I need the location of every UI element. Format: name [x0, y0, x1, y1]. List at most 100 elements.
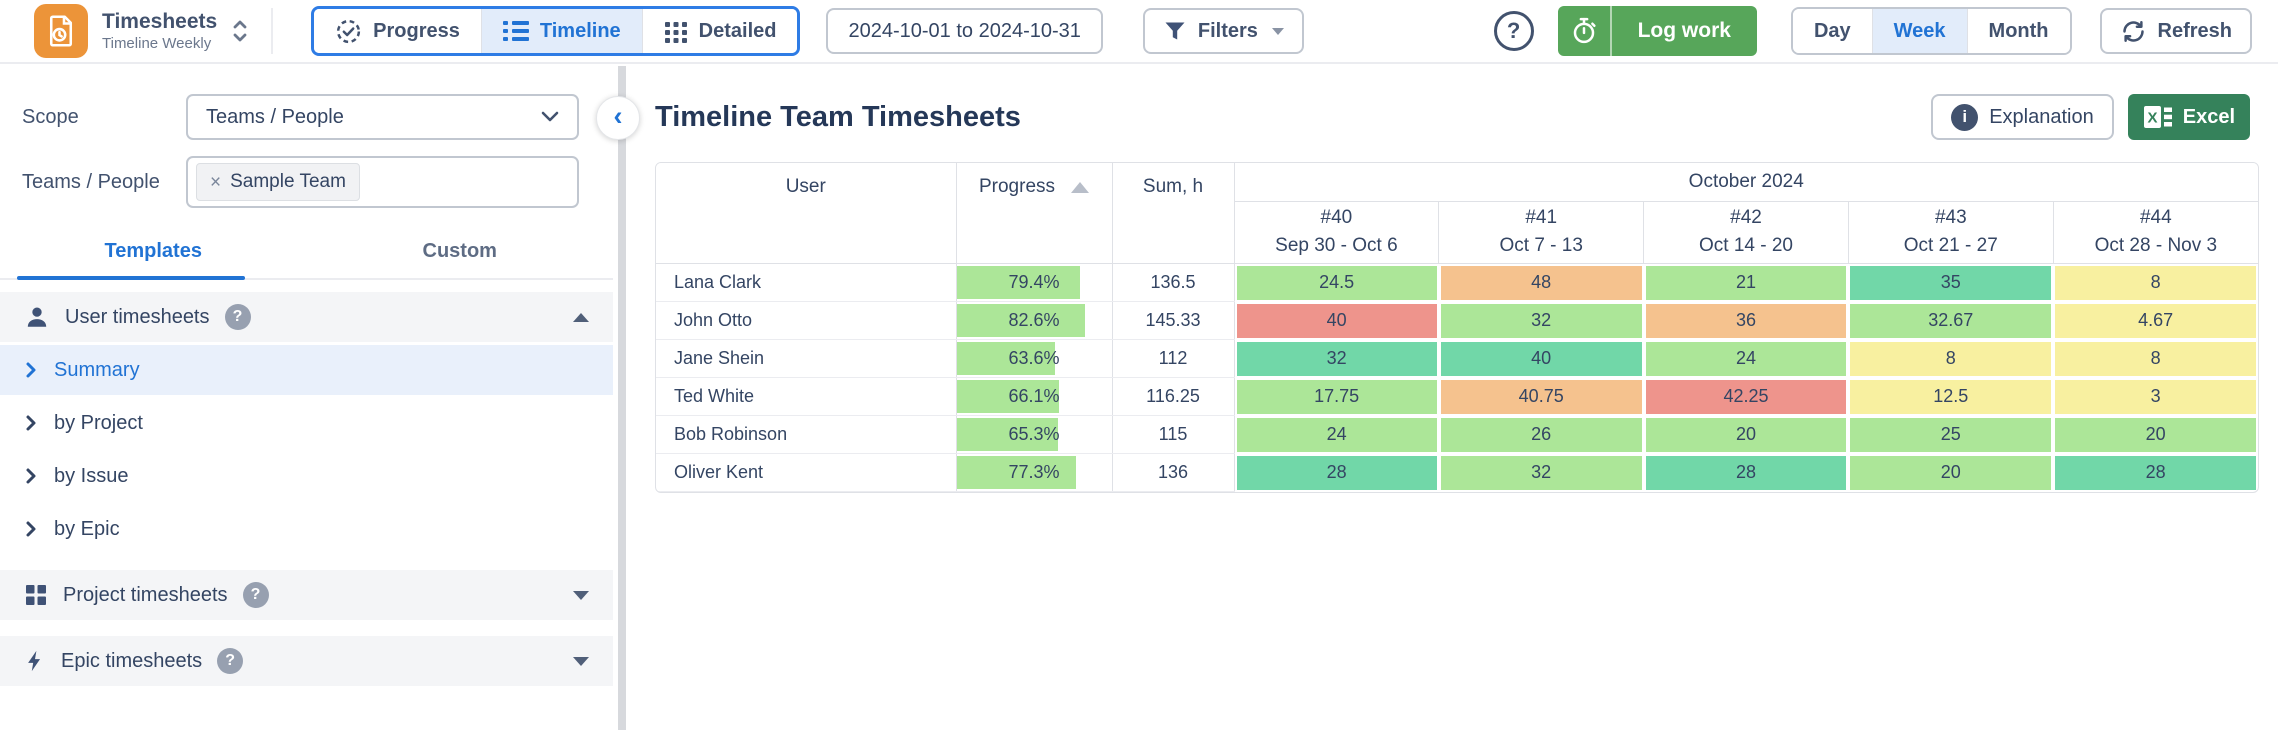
sidebar-scrollbar[interactable] [618, 66, 626, 730]
user-name-cell[interactable]: Ted White [656, 377, 957, 416]
hours-cell[interactable]: 26 [1440, 417, 1642, 452]
user-name-cell[interactable]: Lana Clark [656, 263, 957, 302]
week-number: #42 [1730, 207, 1762, 229]
progress-cell: 63.6% [956, 339, 1113, 378]
week-range: Sep 30 - Oct 6 [1275, 235, 1398, 256]
week-range: Oct 7 - 13 [1499, 235, 1583, 256]
table-row: Lana Clark 79.4% 136.5 24.5 48 21 35 8 [656, 263, 2258, 302]
hours-cell[interactable]: 32.67 [1850, 303, 2052, 338]
period-month-button[interactable]: Month [1966, 9, 2070, 53]
column-header-user[interactable]: User [656, 163, 957, 263]
hours-cell[interactable]: 42.25 [1645, 379, 1847, 414]
hours-cell[interactable]: 48 [1440, 265, 1642, 300]
hours-cell[interactable]: 25 [1850, 417, 2052, 452]
hours-cell[interactable]: 32 [1440, 455, 1642, 490]
period-day-button[interactable]: Day [1792, 9, 1872, 53]
hours-cell[interactable]: 8 [2055, 265, 2256, 300]
hours-cell[interactable]: 40 [1236, 303, 1437, 338]
sidebar-collapse-button[interactable]: ‹ [596, 96, 640, 140]
hours-cell[interactable]: 8 [1850, 341, 2052, 376]
sort-ascending-icon[interactable] [1071, 181, 1090, 193]
log-work-button[interactable]: Log work [1611, 6, 1757, 56]
sidebar-item-summary[interactable]: Summary [0, 345, 613, 395]
hours-cell[interactable]: 4.67 [2055, 303, 2256, 338]
excel-export-button[interactable]: X Excel [2127, 94, 2250, 140]
scope-select[interactable]: Teams / People [186, 94, 579, 140]
hours-cell[interactable]: 20 [2055, 417, 2256, 452]
sidebar-item-by-epic[interactable]: by Epic [0, 504, 613, 554]
progress-value: 63.6% [1008, 348, 1060, 368]
person-icon [24, 304, 50, 330]
help-badge-icon[interactable]: ? [224, 304, 251, 330]
column-header-sum[interactable]: Sum, h [1112, 163, 1235, 263]
hours-cell[interactable]: 28 [2055, 455, 2256, 490]
section-project-timesheets[interactable]: Project timesheets ? [0, 570, 613, 620]
user-name-cell[interactable]: Oliver Kent [656, 453, 957, 492]
hours-cell[interactable]: 40 [1440, 341, 1642, 376]
hours-cell[interactable]: 28 [1645, 455, 1847, 490]
hours-cell[interactable]: 17.75 [1236, 379, 1437, 414]
sum-cell: 112 [1112, 339, 1235, 378]
expand-section-icon[interactable] [573, 590, 589, 600]
sidebar-item-by-project[interactable]: by Project [0, 398, 613, 448]
hours-cell[interactable]: 20 [1645, 417, 1847, 452]
filters-button[interactable]: Filters [1142, 8, 1304, 54]
date-range-input[interactable]: 2024-10-01 to 2024-10-31 [826, 8, 1103, 54]
hours-cell[interactable]: 40.75 [1440, 379, 1642, 414]
sidebar-tabs: Templates Custom [0, 230, 613, 280]
hours-cell[interactable]: 20 [1850, 455, 2052, 490]
chevron-right-icon [25, 414, 37, 432]
help-badge-icon[interactable]: ? [217, 648, 244, 674]
hours-cell[interactable]: 32 [1440, 303, 1642, 338]
progress-value: 66.1% [1008, 386, 1060, 406]
hours-cell[interactable]: 36 [1645, 303, 1847, 338]
sidebar-item-label: Summary [54, 358, 140, 381]
hours-cell[interactable]: 3 [2055, 379, 2256, 414]
expand-section-icon[interactable] [573, 656, 589, 666]
tab-custom[interactable]: Custom [422, 240, 497, 262]
teams-people-input[interactable]: × Sample Team [186, 156, 579, 208]
user-name-cell[interactable]: Bob Robinson [656, 415, 957, 454]
sidebar-item-by-issue[interactable]: by Issue [0, 451, 613, 501]
hours-cell[interactable]: 24 [1645, 341, 1847, 376]
timer-stopwatch-icon[interactable] [1557, 6, 1612, 56]
teams-people-row: Teams / People × Sample Team [0, 156, 613, 208]
progress-bar [956, 304, 1085, 337]
collapse-section-icon[interactable] [573, 312, 589, 322]
user-name-cell[interactable]: John Otto [656, 301, 957, 340]
hours-cell[interactable]: 28 [1236, 455, 1437, 490]
period-week-button[interactable]: Week [1871, 9, 1967, 53]
help-badge-icon[interactable]: ? [242, 582, 269, 608]
view-timeline-button[interactable]: Timeline [480, 9, 642, 53]
hours-cell[interactable]: 35 [1850, 265, 2052, 300]
hours-cell[interactable]: 8 [2055, 341, 2256, 376]
progress-dashed-check-icon [335, 18, 362, 45]
hours-cell[interactable]: 32 [1236, 341, 1437, 376]
hours-cell[interactable]: 12.5 [1850, 379, 2052, 414]
help-icon[interactable]: ? [1493, 11, 1534, 51]
view-detailed-button[interactable]: Detailed [641, 9, 798, 53]
section-user-timesheets[interactable]: User timesheets ? [0, 292, 613, 342]
week-number: #43 [1934, 207, 1967, 229]
section-epic-timesheets[interactable]: Epic timesheets ? [0, 636, 613, 686]
sum-cell: 145.33 [1112, 301, 1235, 340]
bolt-icon [24, 648, 46, 674]
tab-templates[interactable]: Templates [0, 230, 307, 280]
chip-remove-icon[interactable]: × [210, 171, 222, 193]
view-progress-button[interactable]: Progress [314, 9, 481, 53]
hours-cell[interactable]: 24 [1236, 417, 1437, 452]
week-header: #40 Sep 30 - Oct 6 [1234, 201, 1439, 263]
hours-cell[interactable]: 24.5 [1236, 265, 1437, 300]
user-name-cell[interactable]: Jane Shein [656, 339, 957, 378]
chevron-right-icon [25, 467, 37, 485]
progress-cell: 79.4% [956, 263, 1113, 302]
week-header: #42 Oct 14 - 20 [1643, 201, 1849, 263]
app-logo-icon [34, 4, 88, 58]
column-header-progress[interactable]: Progress [956, 163, 1113, 263]
explanation-button[interactable]: i Explanation [1931, 94, 2114, 140]
team-chip-label: Sample Team [230, 171, 346, 192]
refresh-button[interactable]: Refresh [2099, 8, 2252, 54]
hours-cell[interactable]: 21 [1645, 265, 1847, 300]
svg-text:X: X [2147, 110, 2157, 127]
report-switcher-icon[interactable] [231, 17, 249, 45]
